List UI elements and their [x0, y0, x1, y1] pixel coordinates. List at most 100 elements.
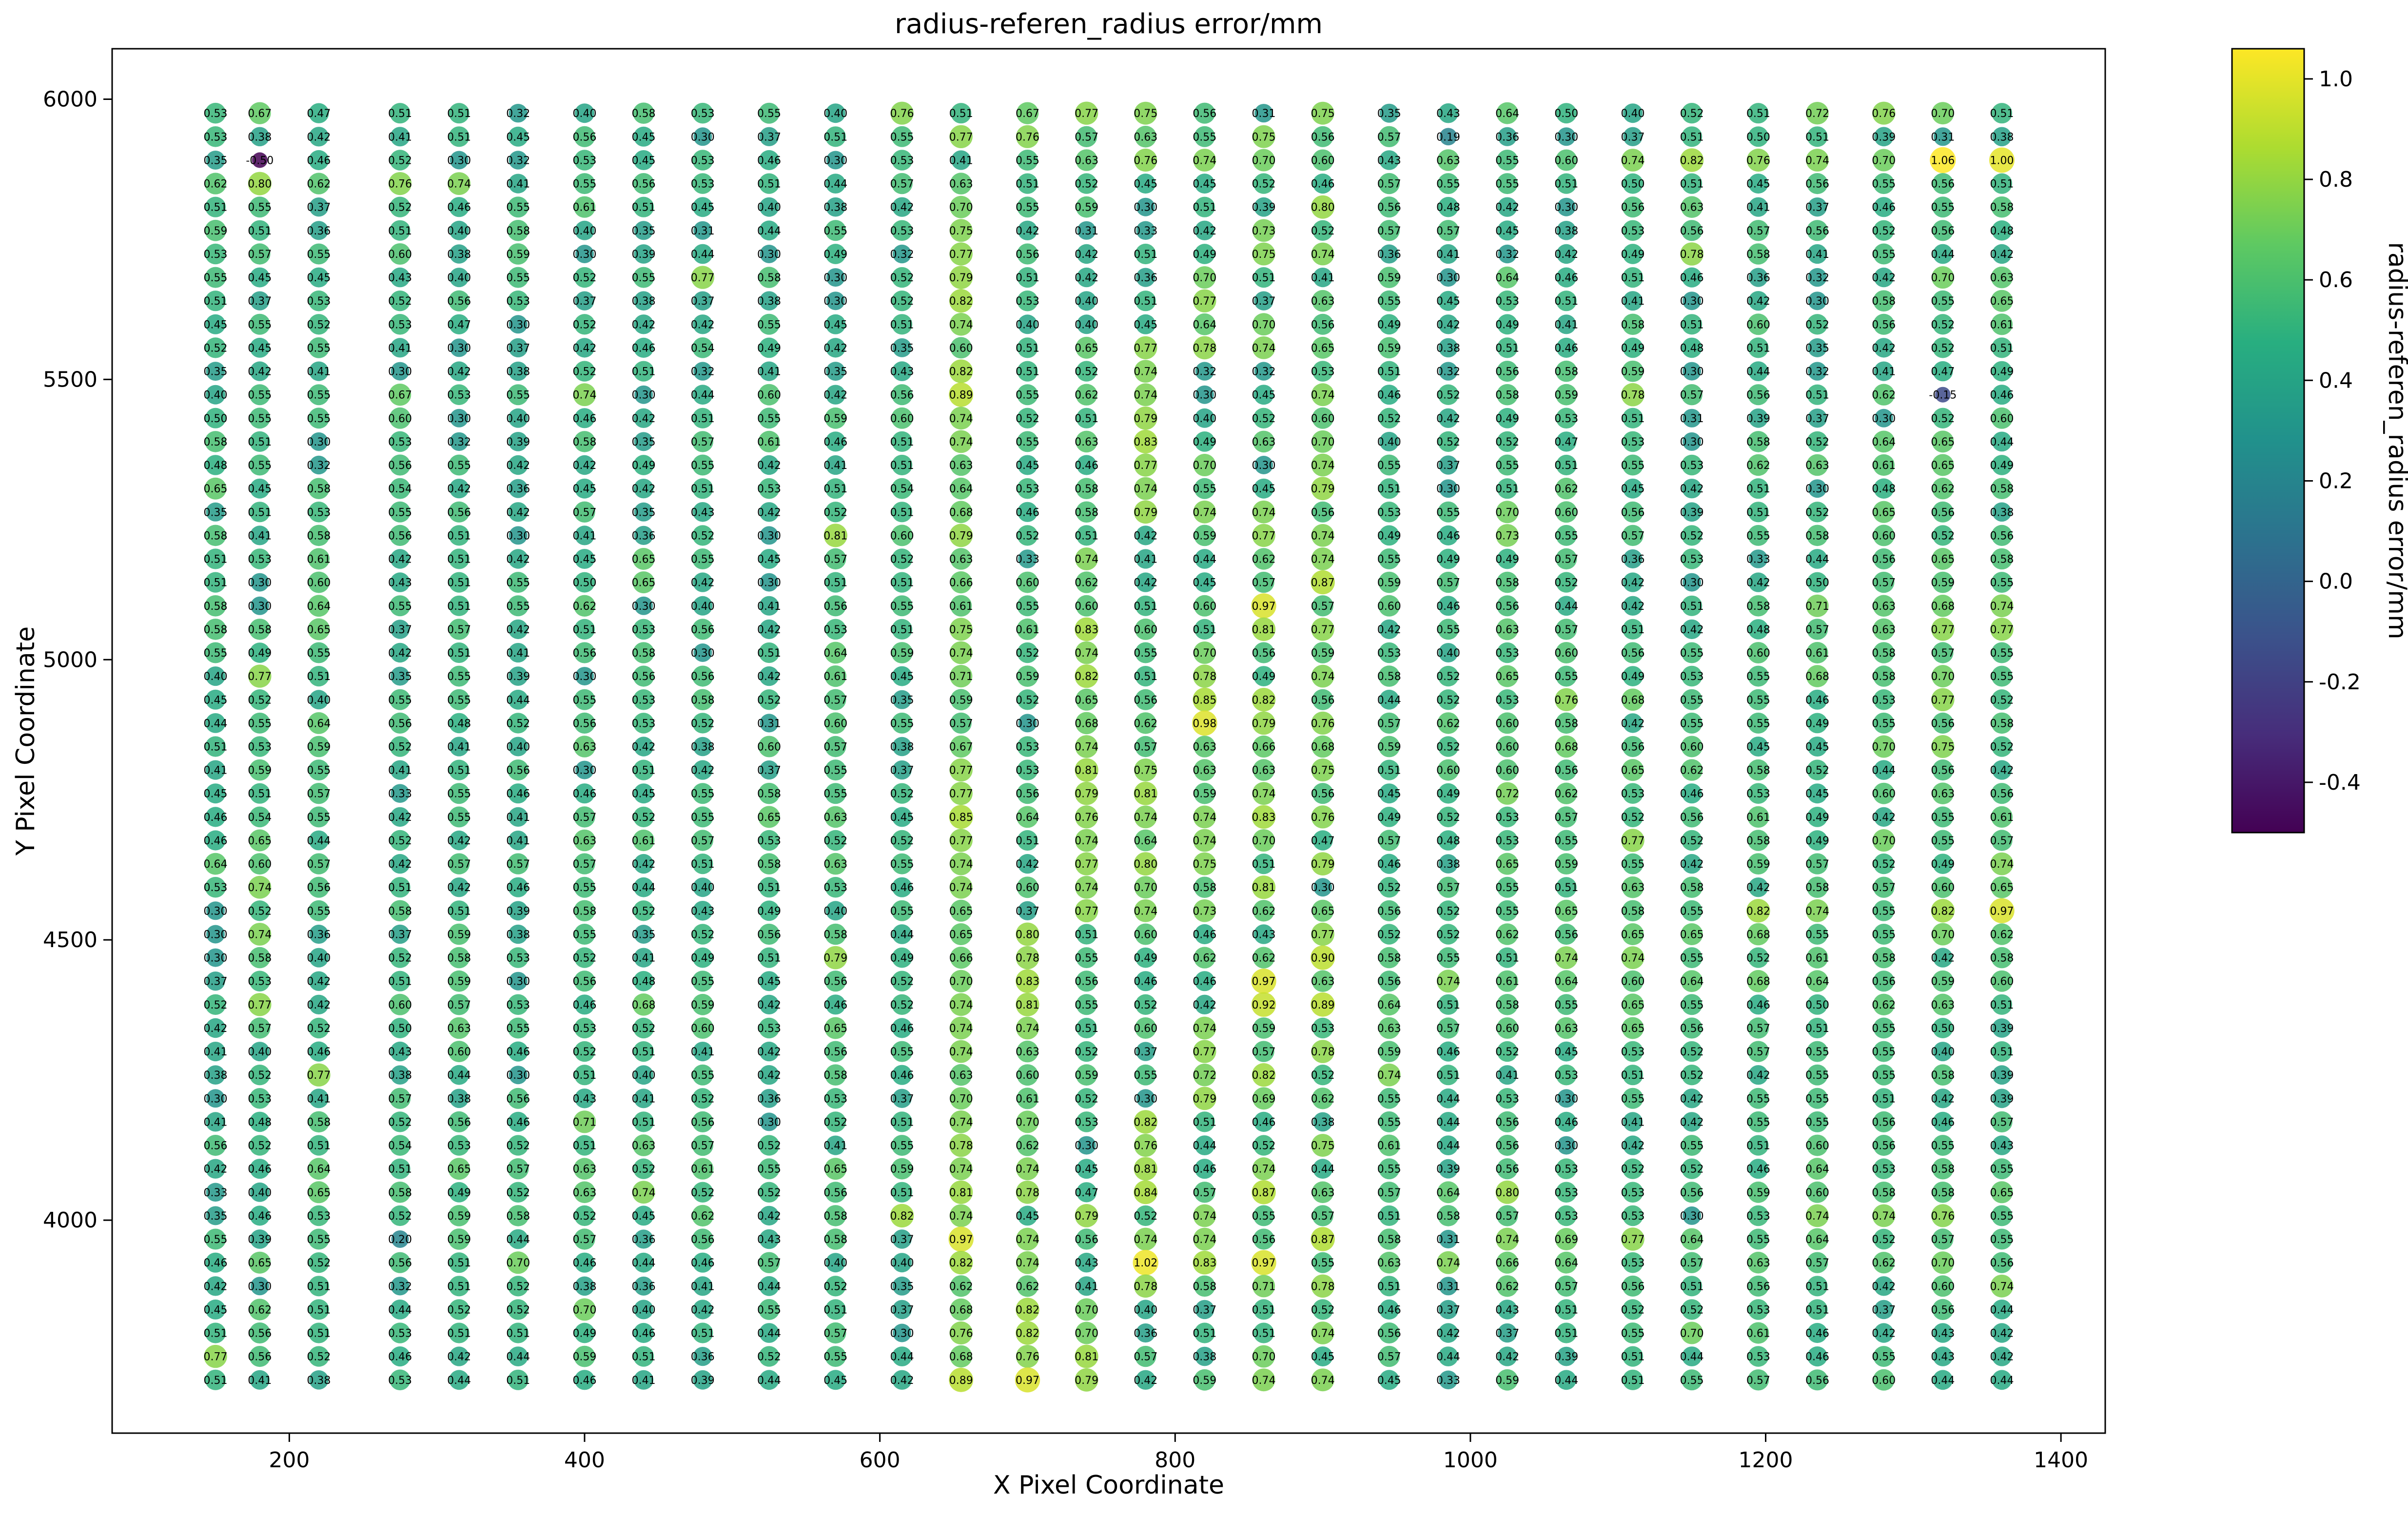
data-point — [1254, 362, 1273, 381]
data-point — [890, 101, 914, 125]
data-point — [692, 830, 714, 851]
data-point — [309, 197, 329, 217]
data-point — [949, 266, 973, 289]
data-point-label: 0.42 — [1680, 1116, 1704, 1128]
data-point — [1808, 479, 1827, 498]
data-point-label: 0.58 — [1193, 882, 1216, 894]
data-point-label: 0.52 — [388, 741, 412, 754]
data-point-label: 0.46 — [1377, 389, 1401, 402]
data-point — [309, 267, 329, 288]
data-point-label: 0.51 — [1680, 319, 1704, 331]
data-point — [1438, 643, 1458, 662]
data-point-label: 0.76 — [388, 178, 412, 191]
data-point-label: 0.55 — [1680, 1140, 1704, 1152]
data-point-label: 0.63 — [1805, 460, 1829, 472]
data-point — [1253, 313, 1275, 336]
data-point-label: 0.51 — [248, 436, 272, 448]
data-point-label: 0.51 — [890, 1116, 914, 1128]
data-point — [1497, 197, 1517, 217]
data-point-label: 0.65 — [1495, 858, 1519, 871]
data-point — [508, 455, 528, 475]
data-point — [692, 454, 713, 476]
data-point-label: 0.60 — [1746, 647, 1770, 660]
data-point-label: 0.52 — [447, 1304, 471, 1316]
data-point — [1748, 291, 1768, 311]
data-point — [1873, 689, 1895, 710]
data-point-label: 0.60 — [1746, 319, 1770, 331]
data-point — [1497, 337, 1518, 358]
data-point — [760, 245, 779, 263]
data-point-label: 0.56 — [1075, 976, 1098, 988]
data-point-label: 0.53 — [632, 694, 656, 706]
data-point-label: 0.64 — [1805, 1234, 1829, 1246]
data-point-label: 0.60 — [890, 413, 914, 425]
data-point-label: 0.51 — [1193, 1328, 1216, 1340]
data-point-label: 0.53 — [248, 554, 272, 566]
data-point-label: 0.82 — [949, 366, 973, 378]
data-point — [892, 361, 912, 381]
data-point-label: 0.35 — [1805, 342, 1829, 354]
data-point-label: 0.38 — [1311, 1116, 1335, 1128]
data-point — [1556, 525, 1577, 546]
data-point-label: 0.47 — [1554, 436, 1578, 448]
data-point — [1253, 430, 1275, 453]
data-point-label: 0.81 — [1016, 999, 1039, 1011]
data-point-label: 0.76 — [1311, 718, 1335, 730]
data-point — [692, 197, 713, 217]
data-point-label: 0.52 — [1436, 929, 1460, 941]
data-point-label: 0.74 — [248, 882, 272, 894]
data-point-label: 0.41 — [1746, 202, 1770, 214]
data-point-label: 0.45 — [204, 788, 228, 800]
data-point-label: 0.56 — [1990, 1257, 2014, 1269]
data-point-label: 0.79 — [1311, 483, 1335, 495]
data-point — [1747, 313, 1769, 335]
data-point — [308, 384, 330, 406]
data-point — [1075, 641, 1098, 664]
data-point — [1193, 454, 1216, 476]
data-point-label: 0.58 — [823, 1069, 847, 1082]
data-point-label: 0.45 — [1746, 741, 1770, 754]
point-labels-layer: 0.53 0.67 0.47 0.51 0.51 0.32 0.40 0.58 0.53 0.55… — [204, 108, 2014, 1387]
data-point-label: 0.61 — [1495, 976, 1519, 988]
data-point — [1496, 102, 1519, 124]
data-point-label: 0.74 — [949, 436, 973, 448]
data-point-label: 0.58 — [1990, 202, 2014, 214]
data-point-label: 0.41 — [506, 835, 530, 847]
data-point-label: 0.55 — [890, 1046, 914, 1058]
data-point-label: 0.74 — [1436, 1257, 1460, 1269]
data-point-label: 0.52 — [1680, 1164, 1704, 1176]
data-point-label: 0.59 — [1377, 1046, 1401, 1058]
data-point-label: 0.55 — [632, 272, 656, 284]
data-point-label: 0.68 — [1075, 718, 1098, 730]
data-point-label: 0.60 — [949, 342, 973, 354]
data-point-label: 0.45 — [823, 1375, 847, 1387]
data-point-label: 0.42 — [632, 858, 656, 871]
data-point — [1017, 736, 1038, 757]
data-point-label: 0.51 — [757, 178, 781, 191]
data-point-label: 0.45 — [691, 202, 715, 214]
data-point — [1806, 454, 1828, 476]
data-point-label: 0.52 — [388, 1116, 412, 1128]
data-point-label: 0.44 — [1311, 1164, 1335, 1176]
data-point — [1378, 337, 1400, 359]
data-point — [390, 595, 411, 617]
data-point — [1991, 736, 2013, 757]
data-point-label: 0.57 — [1377, 718, 1401, 730]
data-point-label: 0.51 — [632, 202, 656, 214]
data-point — [826, 268, 845, 287]
data-point-label: 0.55 — [1554, 835, 1578, 847]
data-point-label: 0.30 — [204, 952, 228, 965]
data-point-label: 0.68 — [1554, 741, 1578, 754]
data-point-label: 0.52 — [1680, 1046, 1704, 1058]
data-point-label: 0.65 — [1311, 342, 1335, 354]
data-point-label: 0.55 — [506, 389, 530, 402]
data-point — [692, 150, 713, 171]
data-point — [205, 713, 226, 733]
data-point — [1194, 736, 1216, 758]
data-point-label: 0.52 — [632, 905, 656, 917]
data-point-label: 0.63 — [1311, 295, 1335, 308]
data-point — [449, 197, 470, 217]
data-point-label: 0.53 — [1680, 460, 1704, 472]
data-point — [1076, 408, 1097, 428]
data-point-label: 0.87 — [1311, 1234, 1335, 1246]
